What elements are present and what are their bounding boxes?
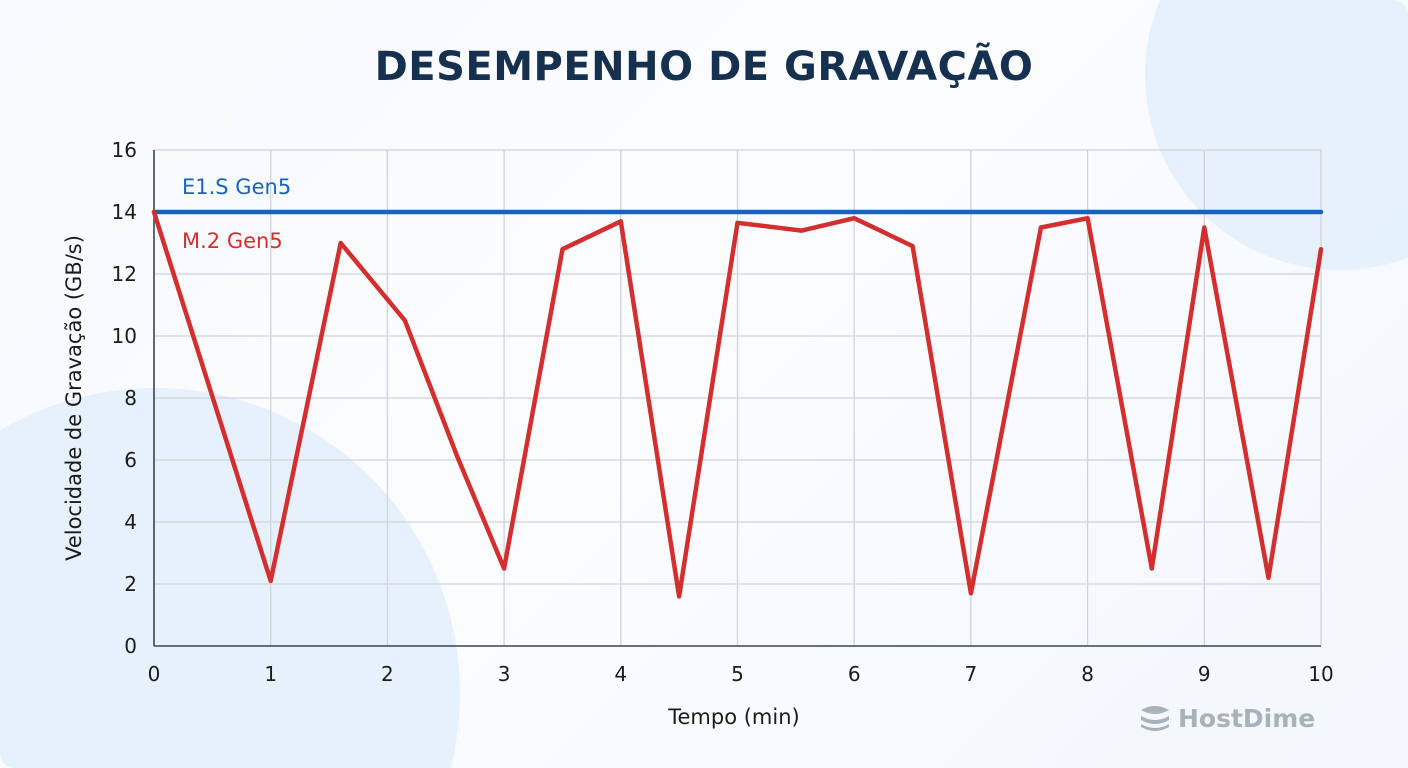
y-tick-label: 8	[124, 386, 137, 410]
brand-name: HostDime	[1178, 703, 1316, 733]
data-series	[151, 209, 1324, 599]
y-tick-label: 12	[112, 262, 137, 286]
brand-logo: HostDime	[1138, 703, 1315, 733]
legend-m2-gen5: M.2 Gen5	[182, 229, 283, 253]
y-tick-label: 0	[124, 634, 137, 658]
x-axis-title: Tempo (min)	[667, 705, 799, 729]
x-tick-label: 1	[264, 662, 277, 686]
chart-title: DESEMPENHO DE GRAVAÇÃO	[374, 44, 1034, 90]
y-tick-label: 2	[124, 572, 137, 596]
x-tick-label: 4	[614, 662, 627, 686]
stacked-layers-logo-icon	[1141, 706, 1169, 731]
grid-lines	[154, 149, 1322, 646]
x-tick-label: 10	[1308, 662, 1333, 686]
axes	[153, 150, 1321, 647]
y-tick-label: 4	[124, 510, 137, 534]
legend-e1s-gen5: E1.S Gen5	[182, 175, 291, 199]
x-tick-label: 7	[965, 662, 978, 686]
y-tick-label: 14	[112, 200, 137, 224]
x-tick-label: 8	[1081, 662, 1094, 686]
x-tick-label: 0	[148, 662, 161, 686]
x-tick-label: 6	[848, 662, 861, 686]
y-tick-label: 6	[124, 448, 137, 472]
y-tick-label: 16	[112, 138, 137, 162]
x-tick-labels: 0 1 2 3 4 5 6 7 8 9 10	[148, 662, 1334, 686]
y-tick-label: 10	[112, 324, 137, 348]
x-tick-label: 9	[1198, 662, 1211, 686]
y-axis-title: Velocidade de Gravação (GB/s)	[62, 235, 86, 561]
x-tick-label: 2	[381, 662, 394, 686]
x-tick-label: 3	[498, 662, 511, 686]
series-line-m2-gen5	[151, 209, 1324, 599]
x-tick-label: 5	[731, 662, 744, 686]
y-tick-labels: 0 2 4 6 8 10 12 14 16	[112, 138, 137, 658]
